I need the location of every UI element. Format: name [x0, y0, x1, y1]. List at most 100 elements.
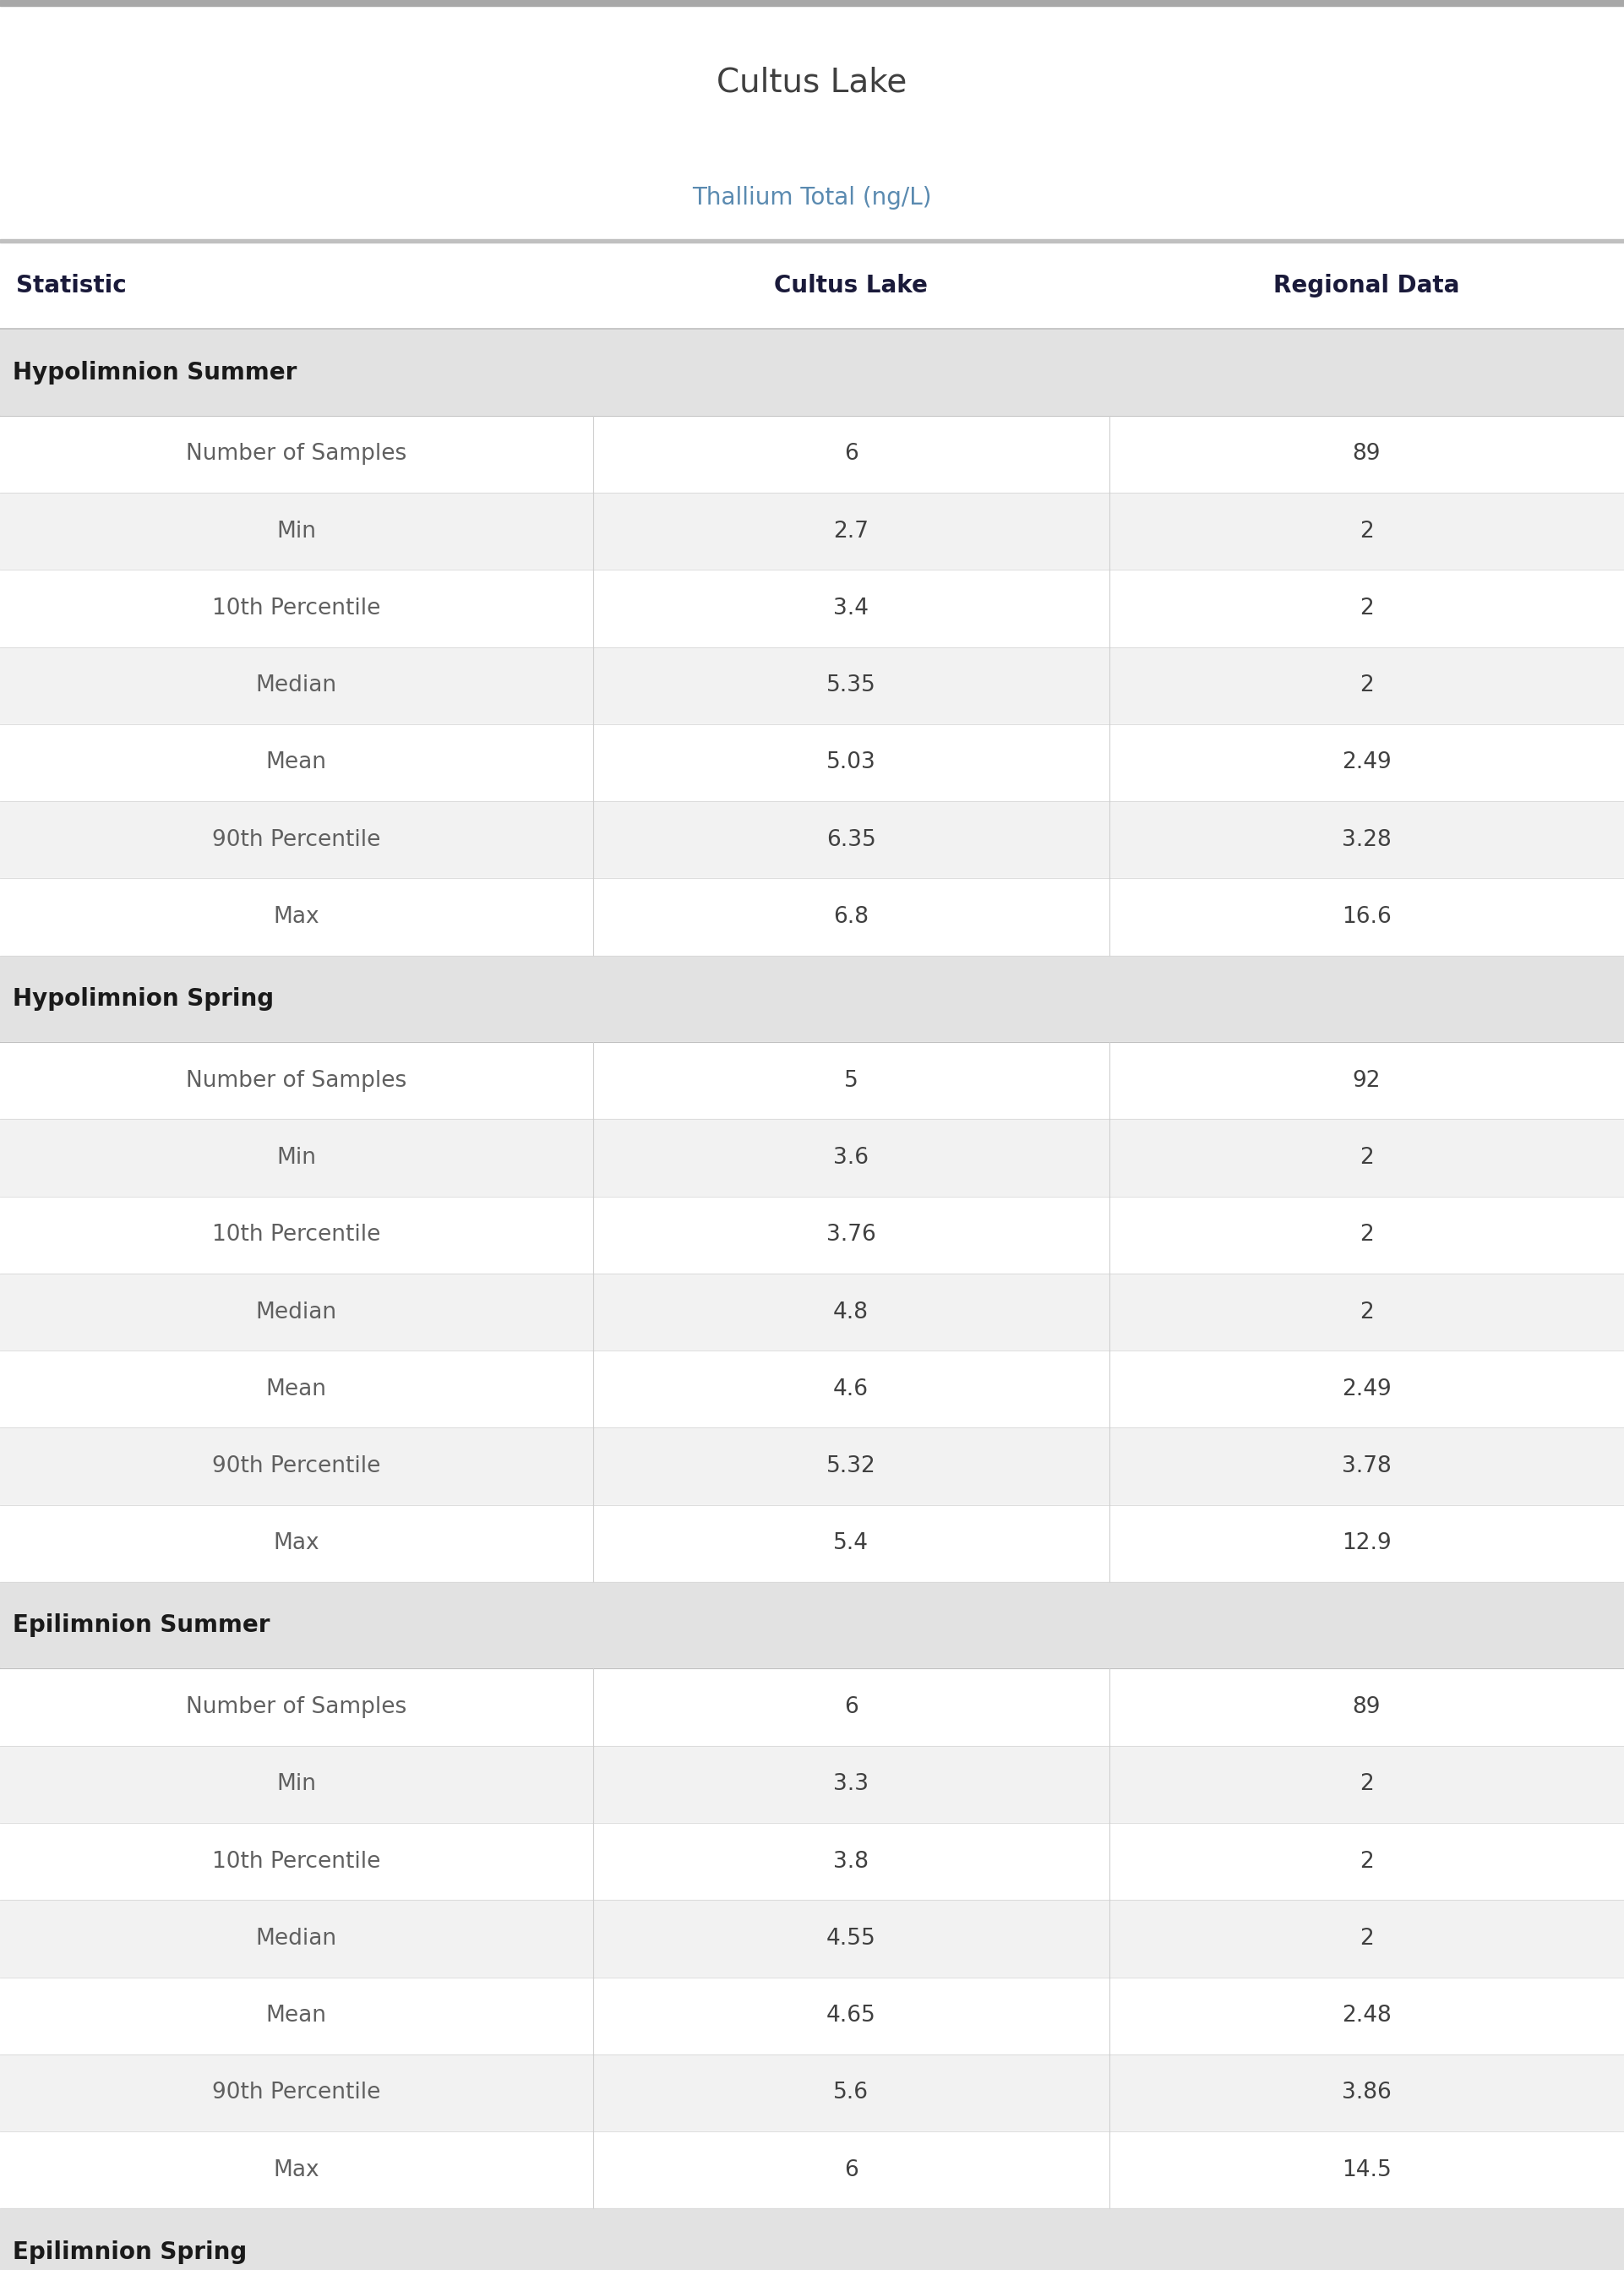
Text: 90th Percentile: 90th Percentile — [213, 2082, 380, 2104]
Text: 4.55: 4.55 — [827, 1927, 875, 1950]
Bar — [0, 1823, 1624, 1900]
Text: Max: Max — [273, 906, 320, 928]
Text: Median: Median — [255, 674, 338, 697]
Bar — [0, 1977, 1624, 2054]
Text: 14.5: 14.5 — [1341, 2159, 1392, 2181]
Text: Number of Samples: Number of Samples — [187, 1069, 406, 1092]
Text: 10th Percentile: 10th Percentile — [213, 1224, 380, 1246]
Text: 3.6: 3.6 — [833, 1146, 869, 1169]
Text: 89: 89 — [1353, 443, 1380, 465]
Bar — [0, 1042, 1624, 1119]
Bar — [0, 956, 1624, 1042]
Text: 5.6: 5.6 — [833, 2082, 869, 2104]
Bar — [0, 647, 1624, 724]
Text: Hypolimnion Spring: Hypolimnion Spring — [13, 987, 274, 1010]
Text: Number of Samples: Number of Samples — [187, 443, 406, 465]
Bar — [0, 1582, 1624, 1668]
Text: 6.35: 6.35 — [827, 829, 875, 851]
Text: 3.3: 3.3 — [833, 1773, 869, 1796]
Text: 2: 2 — [1359, 674, 1374, 697]
Text: 2: 2 — [1359, 1927, 1374, 1950]
Bar — [0, 415, 1624, 493]
Bar — [0, 2054, 1624, 2132]
Text: Min: Min — [276, 1146, 317, 1169]
Text: 90th Percentile: 90th Percentile — [213, 829, 380, 851]
Text: 2: 2 — [1359, 1773, 1374, 1796]
Text: 2.49: 2.49 — [1341, 751, 1392, 774]
Bar — [0, 1746, 1624, 1823]
Text: Hypolimnion Summer: Hypolimnion Summer — [13, 361, 297, 384]
Text: Mean: Mean — [266, 1378, 326, 1401]
Text: 2: 2 — [1359, 1146, 1374, 1169]
Text: 6: 6 — [844, 2159, 857, 2181]
Text: Regional Data: Regional Data — [1273, 275, 1460, 297]
Text: Epilimnion Summer: Epilimnion Summer — [13, 1614, 270, 1637]
Text: Cultus Lake: Cultus Lake — [716, 66, 908, 98]
Text: Epilimnion Spring: Epilimnion Spring — [13, 2240, 247, 2263]
Text: 2: 2 — [1359, 1224, 1374, 1246]
Text: 3.86: 3.86 — [1341, 2082, 1392, 2104]
Text: 90th Percentile: 90th Percentile — [213, 1455, 380, 1478]
Text: 4.8: 4.8 — [833, 1301, 869, 1323]
Bar — [0, 1505, 1624, 1582]
Text: 6: 6 — [844, 443, 857, 465]
Text: 6: 6 — [844, 1696, 857, 1718]
Bar — [0, 238, 1624, 243]
Text: 2: 2 — [1359, 520, 1374, 543]
Text: 5.03: 5.03 — [827, 751, 875, 774]
Text: 3.4: 3.4 — [833, 597, 869, 620]
Bar — [0, 1273, 1624, 1351]
Bar — [0, 493, 1624, 570]
Text: Statistic: Statistic — [16, 275, 127, 297]
Text: 5: 5 — [844, 1069, 857, 1092]
Bar — [0, 1900, 1624, 1977]
Text: Max: Max — [273, 2159, 320, 2181]
Text: 4.6: 4.6 — [833, 1378, 869, 1401]
Bar — [0, 1119, 1624, 1196]
Text: 2.49: 2.49 — [1341, 1378, 1392, 1401]
Text: Median: Median — [255, 1927, 338, 1950]
Text: 89: 89 — [1353, 1696, 1380, 1718]
Text: 16.6: 16.6 — [1341, 906, 1392, 928]
Text: 10th Percentile: 10th Percentile — [213, 1850, 380, 1873]
Bar — [0, 878, 1624, 956]
Bar — [0, 801, 1624, 878]
Bar — [0, 1428, 1624, 1505]
Text: Min: Min — [276, 1773, 317, 1796]
Text: 10th Percentile: 10th Percentile — [213, 597, 380, 620]
Text: 2.7: 2.7 — [833, 520, 869, 543]
Text: 12.9: 12.9 — [1341, 1532, 1392, 1555]
Text: Mean: Mean — [266, 2004, 326, 2027]
Text: Mean: Mean — [266, 751, 326, 774]
Text: Max: Max — [273, 1532, 320, 1555]
Text: Number of Samples: Number of Samples — [187, 1696, 406, 1718]
Text: 92: 92 — [1353, 1069, 1380, 1092]
Text: 2: 2 — [1359, 1301, 1374, 1323]
Text: Min: Min — [276, 520, 317, 543]
Text: 2.48: 2.48 — [1341, 2004, 1392, 2027]
Text: 6.8: 6.8 — [833, 906, 869, 928]
Bar — [0, 724, 1624, 801]
Bar — [0, 1196, 1624, 1273]
Text: 5.32: 5.32 — [827, 1455, 875, 1478]
Text: 5.35: 5.35 — [827, 674, 875, 697]
Text: 3.8: 3.8 — [833, 1850, 869, 1873]
Text: 2: 2 — [1359, 597, 1374, 620]
Bar — [0, 2132, 1624, 2209]
Text: 3.28: 3.28 — [1341, 829, 1392, 851]
Text: Thallium Total (ng/L): Thallium Total (ng/L) — [692, 186, 932, 209]
Bar — [0, 2209, 1624, 2270]
Text: 3.78: 3.78 — [1341, 1455, 1392, 1478]
Text: Median: Median — [255, 1301, 338, 1323]
Bar — [0, 243, 1624, 329]
Bar — [0, 570, 1624, 647]
Text: 2: 2 — [1359, 1850, 1374, 1873]
Bar — [0, 0, 1624, 5]
Bar — [0, 1668, 1624, 1746]
Text: 4.65: 4.65 — [827, 2004, 875, 2027]
Text: Cultus Lake: Cultus Lake — [775, 275, 927, 297]
Bar — [0, 1351, 1624, 1428]
Text: 5.4: 5.4 — [833, 1532, 869, 1555]
Bar — [0, 329, 1624, 415]
Text: 3.76: 3.76 — [827, 1224, 875, 1246]
